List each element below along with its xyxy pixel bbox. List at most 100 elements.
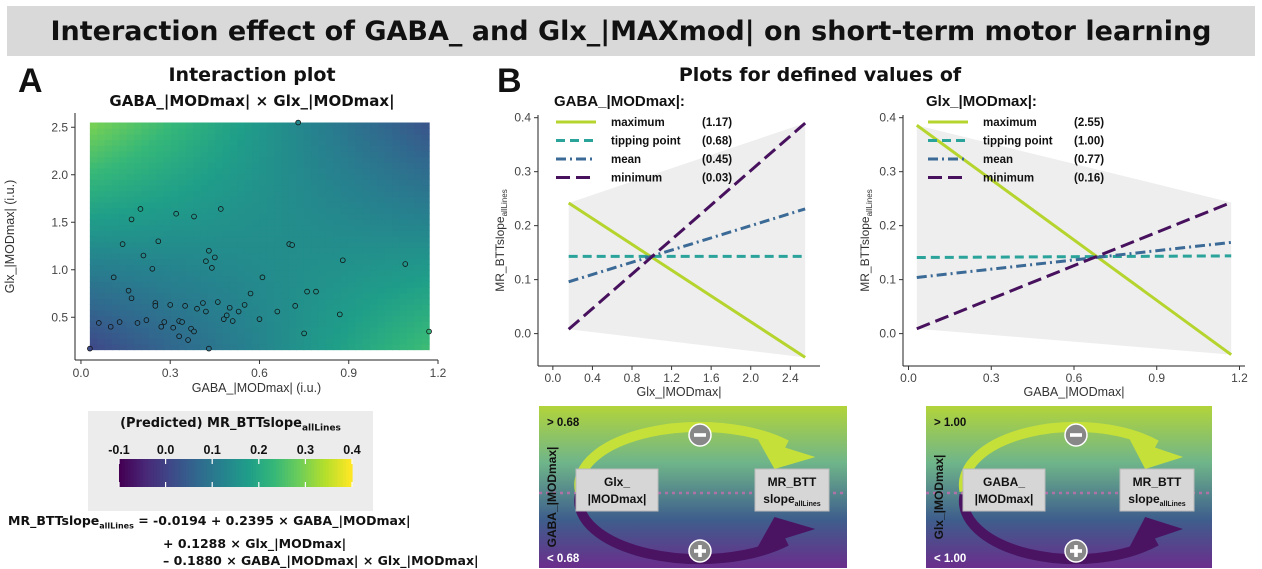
heatmap-cell	[170, 304, 179, 311]
heatmap-cell	[111, 236, 120, 243]
heatmap-cell	[111, 139, 120, 146]
heatmap-cell	[311, 224, 320, 231]
heatmap-cell	[111, 258, 120, 266]
heatmap-cell	[288, 241, 297, 248]
heatmap-cell	[384, 264, 393, 271]
predictor-box	[575, 468, 659, 512]
heatmap-cell	[237, 292, 246, 300]
heatmap-cell	[274, 207, 283, 214]
heatmap-cell	[89, 270, 98, 277]
heatmap-cell	[200, 298, 209, 305]
heatmap-cell	[244, 309, 253, 317]
heatmap-cell	[170, 145, 179, 152]
heatmap-cell	[215, 258, 224, 266]
x-tick-label: 0.3	[162, 366, 179, 380]
heatmap-cell	[318, 196, 327, 203]
heatmap-cell	[244, 338, 253, 345]
heatmap-cell	[370, 338, 379, 345]
heatmap-cell	[185, 224, 194, 231]
heatmap-cell	[244, 201, 253, 209]
heatmap-cell	[229, 287, 238, 294]
heatmap-cell	[259, 201, 268, 209]
heatmap-cell	[89, 150, 98, 158]
heatmap-cell	[311, 213, 320, 220]
heatmap-cell	[384, 315, 393, 322]
heatmap-cell	[340, 275, 349, 283]
heatmap-cell	[229, 230, 238, 237]
heatmap-cell	[237, 338, 246, 345]
heatmap-cell	[274, 270, 283, 277]
heatmap-cell	[355, 309, 364, 317]
heatmap-cell	[281, 298, 290, 305]
heatmap-cell	[252, 315, 261, 322]
heatmap-cell	[421, 213, 430, 220]
heatmap-cell	[141, 264, 150, 271]
heatmap-cell	[281, 162, 290, 169]
heatmap-cell	[104, 241, 113, 248]
heatmap-cell	[384, 287, 393, 294]
heatmap-cell	[288, 218, 297, 226]
plus-icon-bar-h	[694, 549, 706, 553]
heatmap-cell	[377, 258, 386, 266]
heatmap-cell	[178, 298, 187, 305]
y-tick-label: 2.0	[51, 168, 68, 182]
heatmap-cell	[325, 326, 334, 334]
heatmap-cell	[384, 184, 393, 192]
heatmap-cell	[97, 201, 106, 209]
heatmap-cell	[119, 326, 128, 334]
heatmap-cell	[185, 139, 194, 146]
heatmap-cell	[126, 150, 135, 158]
heatmap-cell	[222, 275, 231, 283]
heatmap-cell	[252, 264, 261, 271]
heatmap-cell	[399, 145, 408, 152]
heatmap-cell	[207, 287, 216, 294]
heatmap-cell	[89, 343, 98, 351]
heatmap-cell	[104, 326, 113, 334]
heatmap-cell	[252, 224, 261, 231]
heatmap-cell	[340, 173, 349, 180]
heatmap-cell	[134, 218, 143, 226]
heatmap-cell	[259, 207, 268, 214]
heatmap-cell	[193, 167, 202, 175]
heatmap-cell	[259, 315, 268, 322]
heatmap-cell	[148, 196, 157, 203]
heatmap-cell	[414, 213, 423, 220]
heatmap-cell	[89, 287, 98, 294]
heatmap-cell	[141, 281, 150, 288]
heatmap-cell	[303, 201, 312, 209]
heatmap-cell	[229, 122, 238, 129]
heatmap-cell	[318, 128, 327, 135]
heatmap-cell	[259, 156, 268, 163]
heatmap-cell	[222, 343, 231, 351]
heatmap-cell	[185, 122, 194, 129]
heatmap-cell	[229, 218, 238, 226]
panel-a-letter: A	[18, 62, 43, 100]
heatmap-cell	[325, 230, 334, 237]
heatmap-cell	[141, 122, 150, 129]
heatmap-cell	[89, 196, 98, 203]
heatmap-cell	[288, 247, 297, 254]
data-point	[179, 319, 185, 325]
heatmap-cell	[229, 264, 238, 271]
heatmap-cell	[392, 326, 401, 334]
heatmap-cell	[156, 304, 165, 311]
heatmap-cell	[97, 150, 106, 158]
heatmap-cell	[244, 326, 253, 334]
heatmap-cell	[340, 213, 349, 220]
heatmap-cell	[89, 173, 98, 180]
heatmap-cell	[222, 201, 231, 209]
heatmap-cell	[355, 332, 364, 339]
heatmap-cell	[89, 201, 98, 209]
heatmap-cell	[111, 133, 120, 141]
heatmap-cell	[311, 309, 320, 317]
heatmap-cell	[222, 133, 231, 141]
heatmap-cell	[141, 196, 150, 203]
heatmap-cell	[259, 298, 268, 305]
heatmap-cell	[178, 258, 187, 266]
heatmap-cell	[384, 162, 393, 169]
heatmap-cell	[333, 270, 342, 277]
heatmap-cell	[148, 326, 157, 334]
heatmap-cell	[229, 309, 238, 317]
heatmap-cell	[111, 150, 120, 158]
heatmap-cell	[229, 236, 238, 243]
